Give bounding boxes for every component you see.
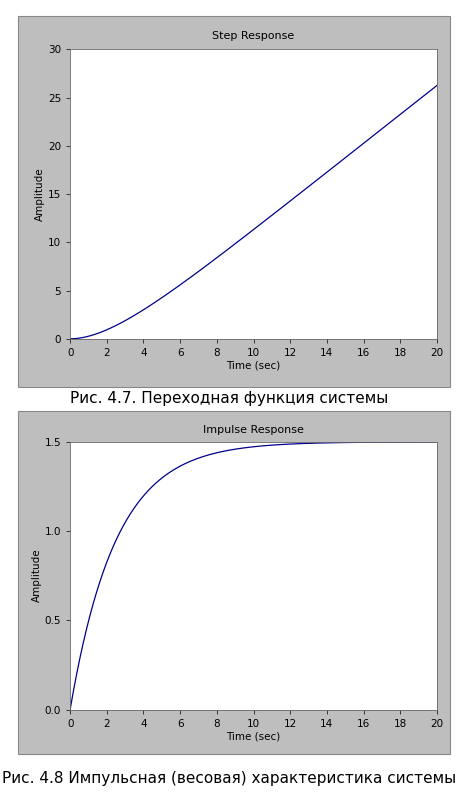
- Y-axis label: Amplitude: Amplitude: [32, 549, 42, 602]
- Text: Step Response: Step Response: [213, 31, 295, 41]
- X-axis label: Time (sec): Time (sec): [226, 731, 280, 741]
- Text: Рис. 4.7. Переходная функция системы: Рис. 4.7. Переходная функция системы: [70, 392, 389, 406]
- Y-axis label: Amplitude: Amplitude: [35, 168, 45, 221]
- X-axis label: Time (sec): Time (sec): [226, 361, 280, 370]
- Text: Impulse Response: Impulse Response: [203, 425, 304, 435]
- Text: Рис. 4.8 Импульсная (весовая) характеристика системы: Рис. 4.8 Импульсная (весовая) характерис…: [2, 771, 457, 786]
